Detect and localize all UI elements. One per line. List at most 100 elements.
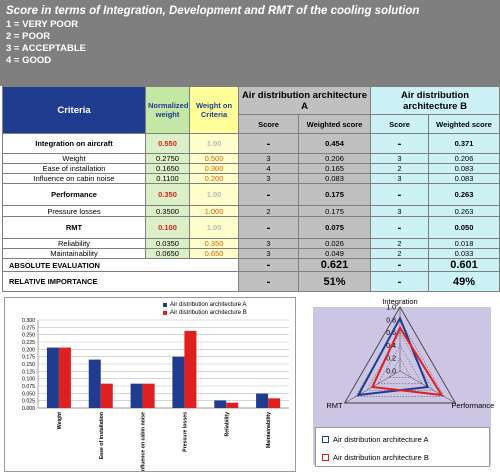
weighted-score-b-value: 0.018 [427, 238, 500, 249]
weighted-score-b-value: 0.083 [427, 173, 500, 184]
scale-line-4: 4 = GOOD [6, 55, 52, 66]
absolute-score-a: - [238, 258, 299, 272]
row-label: Integration on aircraft [2, 133, 146, 154]
score-a-value: - [238, 183, 299, 206]
row-label: Pressure losses [2, 205, 146, 217]
x-tick-label: Maintainability [266, 412, 272, 448]
weighted-score-b-value: 0.371 [427, 133, 500, 154]
score-b-value: 2 [370, 163, 429, 174]
header-criteria: Criteria [2, 86, 146, 134]
normalized-weight-value: 0.0350 [145, 238, 190, 249]
score-a-value: 4 [238, 163, 299, 174]
weighted-score-b-value: 0.050 [427, 216, 500, 239]
weighted-score-a-value: 0.175 [298, 183, 371, 206]
radar-series-a [356, 315, 430, 397]
score-b-value: 3 [370, 173, 429, 184]
radar-tick-label: 1.0 [386, 305, 396, 312]
absolute-weighted-b: 0.601 [427, 258, 500, 272]
header-arch-b: Air distribution architecture B [369, 86, 500, 115]
weight-on-criteria-value: 1.000 [189, 205, 239, 217]
header-weighted-score-a: Weighted score [298, 114, 371, 134]
bar-a [214, 400, 227, 408]
legend-swatch-b [163, 311, 167, 315]
y-tick-label: 0.275 [22, 325, 35, 331]
score-a-value: 3 [238, 173, 299, 184]
radar-legend: Air distribution architecture A Air dist… [315, 427, 490, 467]
legend-label-b: Air distribution architecture B [170, 310, 247, 316]
row-label: Performance [2, 183, 146, 206]
score-b-value: - [370, 216, 429, 239]
weighted-score-b-value: 0.083 [427, 163, 500, 174]
scale-line-1: 1 = VERY POOR [6, 19, 79, 30]
radar-chart-panel: 0.0 0.2 0.4 0.6 0.8 1.0 Integration Performance… [305, 297, 498, 472]
score-a-value: 3 [238, 153, 299, 164]
radar-grid-ring [377, 344, 423, 385]
bar-a [256, 393, 269, 408]
weight-on-criteria-value: 1.00 [189, 183, 239, 206]
x-tick-label: Reliability [224, 412, 230, 437]
scale-line-3: 3 = ACCEPTABLE [6, 43, 86, 54]
normalized-weight-value: 0.100 [145, 216, 190, 239]
y-tick-label: 0.025 [22, 399, 35, 405]
y-tick-label: 0.125 [22, 369, 35, 375]
table-row: Performance 0.350 1.00 - 0.175 - 0.263 [2, 183, 500, 206]
radar-grid-ring [343, 306, 457, 404]
bar-b [226, 402, 239, 408]
y-tick-label: 0.000 [22, 406, 35, 412]
table-row: Weight 0.2750 0.500 3 0.206 3 0.206 [2, 153, 500, 164]
radar-series-b [370, 325, 444, 397]
header-score-a: Score [238, 114, 299, 134]
weighted-score-b-value: 0.263 [427, 205, 500, 217]
bar-a [88, 359, 101, 408]
weighted-score-a-value: 0.454 [298, 133, 371, 154]
score-a-value: 3 [238, 248, 299, 259]
header-weight-on-criteria: Weight on Criteria [189, 86, 239, 134]
weighted-score-b-value: 0.206 [427, 153, 500, 164]
weight-on-criteria-value: 0.650 [189, 248, 239, 259]
bar-a [46, 347, 59, 408]
bar-b [268, 398, 281, 408]
x-tick-label: Weight [57, 412, 63, 429]
bar-legend-a: Air distribution architecture A [163, 302, 246, 308]
score-b-value: 3 [370, 153, 429, 164]
legend-swatch-a [163, 303, 167, 307]
absolute-evaluation-label: ABSOLUTE EVALUATION [2, 258, 239, 272]
relative-weighted-b: 49% [427, 271, 500, 292]
radar-axis-label: Integration [382, 297, 417, 306]
relative-score-b: - [370, 271, 429, 292]
weighted-score-b-value: 0.263 [427, 183, 500, 206]
header-score-b: Score [370, 114, 429, 134]
legend-label-a: Air distribution architecture A [170, 302, 247, 308]
weighted-score-a-value: 0.165 [298, 163, 371, 174]
weighted-score-a-value: 0.026 [298, 238, 371, 249]
radar-tick-label: 0.2 [386, 356, 396, 363]
row-label: Ease of installation [2, 163, 146, 174]
x-tick-label: Ease of installation [99, 412, 105, 459]
y-tick-label: 0.300 [22, 318, 35, 324]
scale-line-2: 2 = POOR [6, 31, 51, 42]
normalized-weight-value: 0.350 [145, 183, 190, 206]
bar-b [142, 383, 155, 408]
table-row: Reliability 0.0350 0.350 3 0.026 2 0.018 [2, 238, 500, 249]
row-label: RMT [2, 216, 146, 239]
bar-chart-panel: 0.000 0.025 0.050 0.075 0.100 0.125 0.150 0.175… [4, 297, 296, 472]
weighted-score-a-value: 0.075 [298, 216, 371, 239]
normalized-weight-value: 0.0650 [145, 248, 190, 259]
weighted-score-a-value: 0.049 [298, 248, 371, 259]
weighted-score-a-value: 0.175 [298, 205, 371, 217]
y-tick-label: 0.175 [22, 355, 35, 361]
row-label: Reliability [2, 238, 146, 249]
table-row: Maintainability 0.0650 0.650 3 0.049 2 0… [2, 248, 500, 259]
weight-on-criteria-value: 0.500 [189, 153, 239, 164]
weighted-score-a-value: 0.083 [298, 173, 371, 184]
x-tick-label: Pressure losses [182, 412, 188, 452]
radar-axis-label: RMT [326, 401, 343, 410]
y-tick-label: 0.225 [22, 340, 35, 346]
y-tick-label: 0.250 [22, 333, 35, 339]
score-a-value: 3 [238, 238, 299, 249]
score-a-value: - [238, 216, 299, 239]
row-label: Influence on cabin noise [2, 173, 146, 184]
score-b-value: - [370, 183, 429, 206]
radar-grid-ring [355, 319, 445, 397]
